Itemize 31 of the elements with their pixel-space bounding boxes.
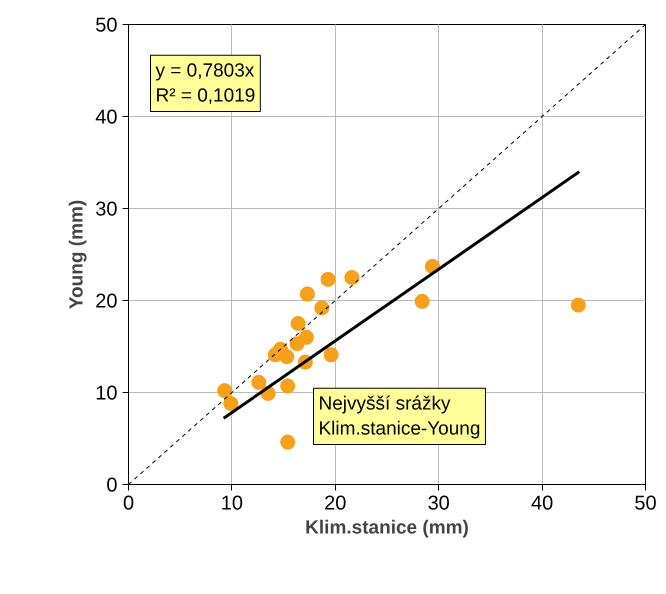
- x-tick-label: 10: [220, 492, 244, 514]
- annotation: y = 0,7803x R² = 0,1019: [156, 60, 256, 106]
- point: [570, 298, 586, 313]
- point: [300, 286, 315, 302]
- point: [290, 316, 306, 331]
- point: [251, 374, 266, 390]
- y-tick-label: 50: [95, 14, 118, 36]
- point: [314, 300, 330, 316]
- x-tick-label: 0: [122, 492, 134, 514]
- x-tick-label: 20: [324, 492, 346, 514]
- x-tick-label: 50: [634, 492, 657, 514]
- x-tick-label: 30: [428, 492, 450, 514]
- y-tick-label: 40: [95, 106, 118, 128]
- point: [414, 294, 430, 309]
- y-tick-label: 0: [106, 474, 118, 496]
- y-tick-label: 10: [95, 382, 118, 404]
- point: [324, 347, 339, 362]
- annotation: Nejvyšší srážky Klim.stanice-Young: [318, 393, 480, 440]
- point: [279, 349, 294, 364]
- y-tick-label: 20: [95, 290, 118, 312]
- point: [344, 270, 360, 285]
- point: [223, 396, 238, 412]
- point: [280, 378, 296, 394]
- point: [320, 272, 336, 287]
- point: [280, 434, 296, 450]
- x-axis-title: Klim.stanice (mm): [305, 518, 469, 538]
- y-axis-title: Young (mm): [66, 200, 88, 310]
- y-tick-label: 30: [95, 198, 118, 220]
- point: [290, 336, 305, 352]
- x-tick-label: 40: [530, 492, 554, 514]
- point: [217, 383, 232, 398]
